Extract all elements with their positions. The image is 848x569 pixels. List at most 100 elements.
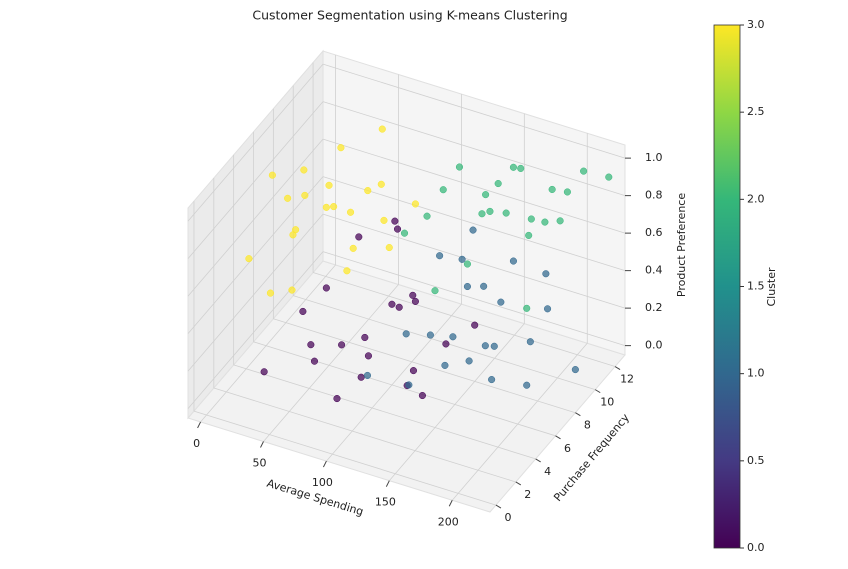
data-point: [423, 212, 431, 220]
data-point: [571, 366, 579, 374]
z-tick-label: 1.0: [645, 151, 663, 164]
panes: [187, 49, 626, 513]
data-point: [260, 368, 268, 376]
data-point: [310, 357, 319, 365]
data-point: [409, 291, 417, 299]
data-point: [480, 282, 488, 290]
grid-line: [193, 410, 497, 506]
y-tick: [495, 504, 502, 509]
data-point: [395, 303, 403, 311]
grid-line: [187, 138, 324, 297]
data-point: [409, 367, 418, 375]
z-tick-label: 0.2: [645, 301, 663, 314]
x-tick-label: 100: [312, 476, 333, 489]
data-point: [299, 307, 307, 315]
data-point: [488, 376, 496, 384]
data-point: [268, 171, 276, 179]
grid-line: [187, 63, 324, 222]
data-point: [463, 282, 471, 291]
data-point: [288, 286, 296, 294]
x-tick: [260, 441, 264, 448]
data-point: [411, 200, 419, 208]
data-point: [463, 260, 471, 268]
data-point: [346, 208, 355, 216]
data-point: [542, 270, 550, 278]
data-point: [486, 207, 494, 215]
y-tick-label: 10: [600, 396, 614, 409]
data-point: [343, 267, 351, 275]
x-tick: [322, 460, 327, 468]
y-tick-label: 12: [620, 373, 634, 386]
y-tick-label: 4: [544, 465, 551, 478]
data-point: [393, 225, 402, 233]
data-point: [436, 252, 444, 260]
z-tick-label: 0.0: [645, 339, 663, 352]
data-point: [490, 342, 498, 350]
y-tick: [614, 366, 621, 370]
y-tick-label: 2: [524, 488, 531, 501]
colorbar-tick-label: 2.0: [747, 192, 765, 205]
grid-line: [187, 213, 324, 372]
data-point: [245, 255, 253, 263]
data-point: [441, 361, 449, 369]
data-point: [284, 194, 292, 202]
data-point: [502, 209, 510, 217]
y-tick: [555, 435, 561, 440]
data-point: [364, 352, 372, 360]
data-point: [266, 289, 274, 297]
data-point: [509, 163, 517, 171]
colorbar-tick-label: 1.0: [747, 367, 765, 380]
grid-line: [263, 284, 399, 442]
data-point: [431, 287, 439, 295]
data-point: [478, 210, 486, 218]
data-point: [556, 217, 564, 225]
x-tick: [197, 421, 202, 429]
grid-line: [389, 323, 525, 481]
x-tick-label: 150: [375, 496, 396, 509]
data-point: [325, 181, 333, 189]
data-point: [307, 341, 315, 349]
data-point: [541, 218, 549, 226]
data-point: [563, 188, 571, 196]
y-tick-label: 0: [504, 511, 511, 524]
data-point: [418, 391, 426, 400]
grid-line: [322, 138, 626, 234]
z-axis-label: Product Preference: [675, 193, 688, 297]
colorbar-tick-label: 0.5: [747, 454, 765, 467]
data-point: [385, 244, 393, 252]
grid-line: [312, 272, 616, 367]
data-point: [322, 284, 330, 292]
data-point: [411, 297, 419, 305]
grid-line: [322, 251, 626, 347]
data-point: [402, 330, 410, 338]
x-tick-label: 0: [193, 437, 200, 450]
data-point: [455, 163, 464, 171]
data-point: [525, 231, 533, 239]
data-point: [391, 217, 399, 225]
data-point: [605, 173, 613, 181]
data-point: [388, 300, 396, 308]
colorbar-tick-label: 2.5: [747, 105, 765, 118]
data-point: [543, 305, 552, 313]
grid-line: [187, 176, 324, 334]
data-point: [527, 215, 535, 223]
data-point: [471, 321, 479, 329]
data-point: [361, 333, 369, 342]
grid-line: [322, 213, 626, 309]
data-point: [523, 381, 531, 389]
data-point: [469, 226, 477, 234]
grid-line: [451, 342, 588, 501]
grid-line: [322, 63, 626, 159]
data-point: [377, 180, 385, 188]
y-tick: [515, 481, 522, 486]
x-tick-label: 200: [438, 515, 459, 528]
data-point: [497, 298, 505, 306]
colorbar-tick-label: 0.0: [747, 541, 765, 554]
y-tick: [594, 389, 601, 394]
z-tick-label: 0.8: [645, 189, 663, 202]
data-point: [349, 244, 357, 252]
z-tick-label: 0.6: [645, 226, 663, 239]
data-point: [405, 381, 413, 389]
grid-line: [187, 251, 324, 409]
data-point: [380, 216, 388, 224]
